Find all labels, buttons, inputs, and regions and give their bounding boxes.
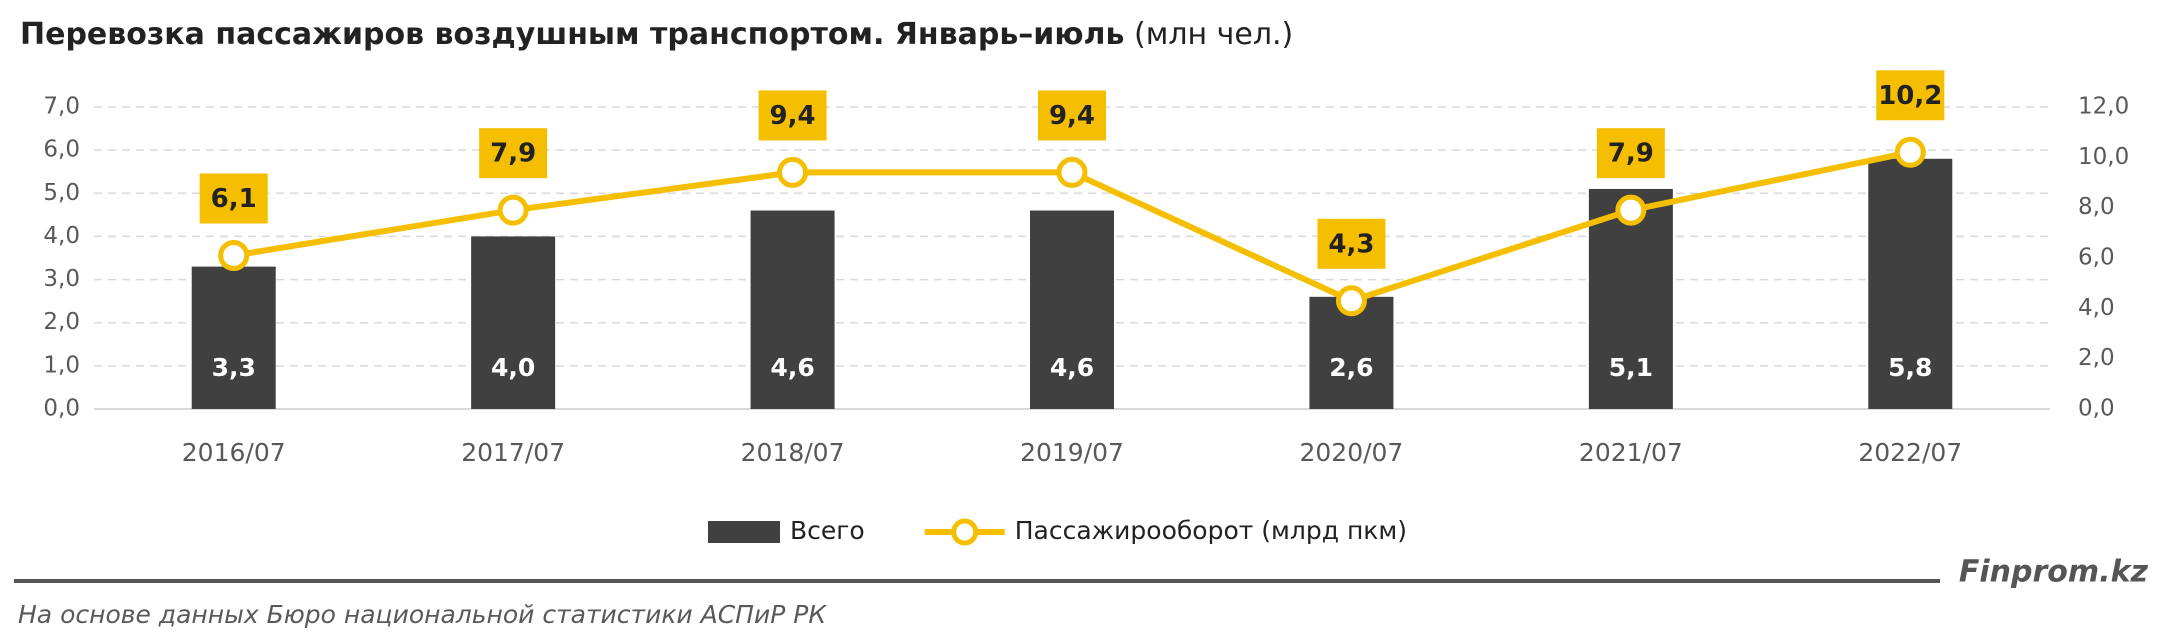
bar xyxy=(191,266,276,409)
line-value-label: 7,9 xyxy=(490,139,536,169)
bar-value-label: 4,6 xyxy=(1050,353,1094,382)
bar xyxy=(1030,210,1114,409)
line-marker xyxy=(218,239,250,271)
bar xyxy=(1868,158,1953,409)
line-marker xyxy=(1615,194,1647,226)
y2-tick-label: 10,0 xyxy=(2078,144,2129,170)
value-label-box xyxy=(479,128,548,179)
x-tick-label: 2017/07 xyxy=(461,438,565,467)
line-value-label: 6,1 xyxy=(211,184,257,214)
chart-title: Перевозка пассажиров воздушным транспорт… xyxy=(20,17,1124,52)
y2-tick-label: 6,0 xyxy=(2078,245,2115,271)
x-tick-label: 2016/07 xyxy=(182,438,286,467)
x-tick-label: 2019/07 xyxy=(1020,438,1124,467)
bar-value-label: 5,8 xyxy=(1888,353,1932,382)
legend-label: Всего xyxy=(790,516,865,545)
y-tick-label: 4,0 xyxy=(43,223,80,249)
bar-value-label: 4,0 xyxy=(491,353,535,382)
y2-tick-label: 0,0 xyxy=(2078,396,2115,422)
line-value-label: 10,2 xyxy=(1878,81,1942,111)
line-marker xyxy=(497,194,529,226)
bar-value-label: 5,1 xyxy=(1609,353,1653,382)
line-value-label: 7,9 xyxy=(1608,139,1654,169)
y-tick-label: 3,0 xyxy=(43,266,80,292)
y-tick-label: 6,0 xyxy=(43,137,80,163)
value-label-box xyxy=(1317,218,1386,269)
value-label-box xyxy=(1596,128,1665,179)
value-label-box xyxy=(1876,70,1945,121)
value-label-box xyxy=(199,173,268,224)
legend-label: Пассажирооборот (млрд пкм) xyxy=(1015,516,1407,545)
y2-tick-label: 8,0 xyxy=(2078,194,2115,220)
bar-value-label: 2,6 xyxy=(1329,353,1373,382)
y-tick-label: 7,0 xyxy=(43,94,80,120)
line-marker xyxy=(1056,156,1088,188)
legend-marker xyxy=(951,518,979,546)
y2-tick-label: 12,0 xyxy=(2078,94,2129,120)
line-value-label: 9,4 xyxy=(770,101,816,131)
y-tick-label: 1,0 xyxy=(43,352,80,378)
x-tick-label: 2020/07 xyxy=(1299,438,1403,467)
legend-swatch xyxy=(708,521,780,543)
line-value-label: 4,3 xyxy=(1328,229,1374,259)
chart-title-line: Перевозка пассажиров воздушным транспорт… xyxy=(20,17,1293,52)
chart-subtitle: (млн чел.) xyxy=(1134,17,1293,52)
value-label-box xyxy=(1038,90,1106,141)
y-tick-label: 5,0 xyxy=(43,180,80,206)
line-marker xyxy=(777,156,809,188)
line-marker xyxy=(1894,136,1926,168)
x-tick-label: 2021/07 xyxy=(1579,438,1683,467)
bar-value-label: 3,3 xyxy=(212,353,256,382)
y-tick-label: 0,0 xyxy=(43,396,80,422)
x-tick-label: 2018/07 xyxy=(741,438,845,467)
bar xyxy=(471,236,556,409)
x-tick-label: 2022/07 xyxy=(1858,438,1962,467)
footer-source: На основе данных Бюро национальной стати… xyxy=(18,600,827,629)
value-label-box xyxy=(758,90,827,141)
y-tick-label: 2,0 xyxy=(43,309,80,335)
y2-tick-label: 4,0 xyxy=(2078,295,2115,321)
footer-brand: Finprom.kz xyxy=(1959,555,2149,590)
y2-tick-label: 2,0 xyxy=(2078,345,2115,371)
bar xyxy=(750,210,835,409)
line-marker xyxy=(1335,285,1367,317)
line-value-label: 9,4 xyxy=(1049,101,1095,131)
bar-value-label: 4,6 xyxy=(770,353,814,382)
